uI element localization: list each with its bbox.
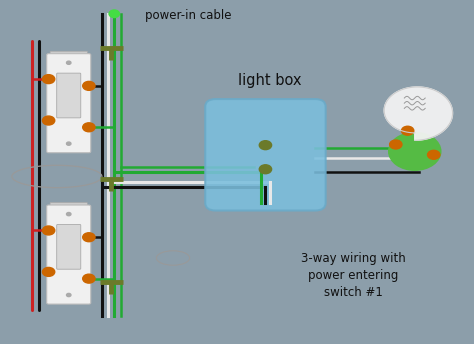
Circle shape	[390, 140, 402, 149]
Circle shape	[82, 274, 95, 283]
FancyBboxPatch shape	[46, 205, 91, 304]
Circle shape	[43, 75, 55, 84]
Circle shape	[43, 226, 55, 235]
FancyBboxPatch shape	[57, 73, 81, 118]
Circle shape	[259, 141, 272, 150]
Circle shape	[66, 142, 71, 145]
Circle shape	[43, 267, 55, 276]
FancyBboxPatch shape	[50, 203, 87, 209]
Circle shape	[428, 150, 440, 159]
Text: power-in cable: power-in cable	[145, 9, 231, 22]
Polygon shape	[384, 87, 453, 140]
Circle shape	[66, 293, 71, 297]
Circle shape	[82, 82, 95, 90]
FancyBboxPatch shape	[50, 296, 87, 303]
Circle shape	[259, 165, 272, 174]
FancyBboxPatch shape	[205, 99, 326, 211]
Circle shape	[66, 61, 71, 64]
FancyBboxPatch shape	[50, 145, 87, 152]
FancyBboxPatch shape	[46, 54, 91, 153]
Circle shape	[401, 126, 414, 135]
Text: 3-way wiring with
power entering
switch #1: 3-way wiring with power entering switch …	[301, 252, 405, 299]
Circle shape	[82, 123, 95, 132]
Circle shape	[82, 233, 95, 242]
Circle shape	[43, 116, 55, 125]
Circle shape	[109, 10, 119, 18]
Circle shape	[389, 132, 441, 170]
FancyBboxPatch shape	[50, 51, 87, 58]
Text: light box: light box	[238, 73, 302, 88]
Circle shape	[66, 213, 71, 216]
FancyBboxPatch shape	[57, 225, 81, 269]
